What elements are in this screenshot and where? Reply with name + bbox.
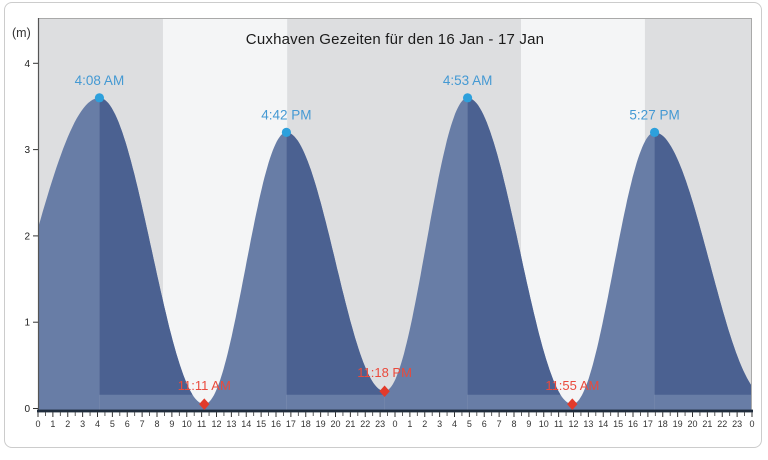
x-tick-label: 12 [568,419,578,429]
y-tick-label: 1 [24,318,30,329]
x-tick-label: 22 [717,419,727,429]
y-tick-label: 0 [24,404,30,415]
x-tick-label: 0 [749,419,754,429]
x-tick-label: 10 [539,419,549,429]
tide-area-falling [654,132,752,395]
x-tick-label: 7 [497,419,502,429]
x-tick-label: 11 [554,419,563,429]
x-axis-line [37,409,753,413]
x-tick-label: 13 [226,419,236,429]
tide-area-falling [286,132,385,395]
low-tide-time-label: 11:18 PM [357,365,412,380]
x-tick-label: 4 [95,419,100,429]
x-tick-label: 22 [360,419,370,429]
x-tick-label: 1 [407,419,412,429]
x-tick-label: 6 [482,419,487,429]
chart-title: Cuxhaven Gezeiten für den 16 Jan - 17 Ja… [245,31,545,48]
x-tick-label: 8 [511,419,516,429]
x-tick-label: 18 [658,419,668,429]
x-tick-label: 10 [182,419,192,429]
low-tide-marker [379,385,390,398]
y-tick-label: 4 [24,59,30,70]
high-tide-time-label: 4:08 AM [75,73,125,88]
x-tick-label: 0 [392,419,397,429]
x-tick-label: 20 [330,419,340,429]
high-tide-marker [649,127,660,137]
x-tick-label: 23 [375,419,385,429]
x-tick-label: 15 [613,419,623,429]
high-tide-time-label: 4:42 PM [261,107,311,122]
x-tick-label: 23 [732,419,742,429]
tide-area-rising [572,132,655,411]
x-tick-label: 19 [316,419,326,429]
x-tick-label: 0 [35,419,40,429]
high-tide-time-label: 5:27 PM [629,107,679,122]
x-tick-label: 3 [437,419,442,429]
x-tick-label: 8 [154,419,159,429]
low-tide-time-label: 11:55 AM [545,378,599,393]
x-tick-label: 6 [125,419,130,429]
x-tick-label: 14 [598,419,608,429]
x-tick-label: 17 [286,419,296,429]
x-tick-label: 9 [169,419,174,429]
tide-area-rising [384,97,468,411]
high-tide-marker [462,93,473,103]
x-tick-label: 2 [422,419,427,429]
low-tide-marker [567,398,578,410]
x-tick-label: 14 [241,419,251,429]
x-tick-label: 5 [467,419,472,429]
tide-area-falling [467,97,561,395]
y-axis-unit-label: (m) [12,26,31,40]
x-tick-label: 2 [65,419,70,429]
x-tick-label: 15 [256,419,266,429]
x-tick-label: 20 [687,419,697,429]
x-tick-label: 16 [271,419,281,429]
x-tick-label: 13 [583,419,593,429]
y-tick-label: 3 [24,145,30,156]
y-tick-label: 2 [24,231,30,242]
x-tick-label: 5 [110,419,115,429]
x-tick-label: 17 [643,419,653,429]
tide-area-falling [99,97,193,395]
high-tide-marker [281,127,292,137]
x-tick-label: 3 [80,419,85,429]
x-tick-label: 21 [702,419,712,429]
x-tick-label: 19 [673,419,683,429]
low-tide-marker [199,398,210,410]
x-tick-label: 11 [197,419,206,429]
x-tick-label: 16 [628,419,638,429]
x-tick-label: 7 [140,419,145,429]
x-tick-label: 9 [526,419,531,429]
x-tick-label: 12 [211,419,221,429]
x-tick-label: 21 [345,419,355,429]
tide-area-rising [38,97,100,411]
low-tide-time-label: 11:11 AM [178,378,231,393]
x-tick-label: 4 [452,419,457,429]
x-tick-label: 1 [50,419,55,429]
tide-area-rising [204,132,287,411]
x-tick-label: 18 [301,419,311,429]
high-tide-time-label: 4:53 AM [443,73,493,88]
high-tide-marker [94,93,105,103]
